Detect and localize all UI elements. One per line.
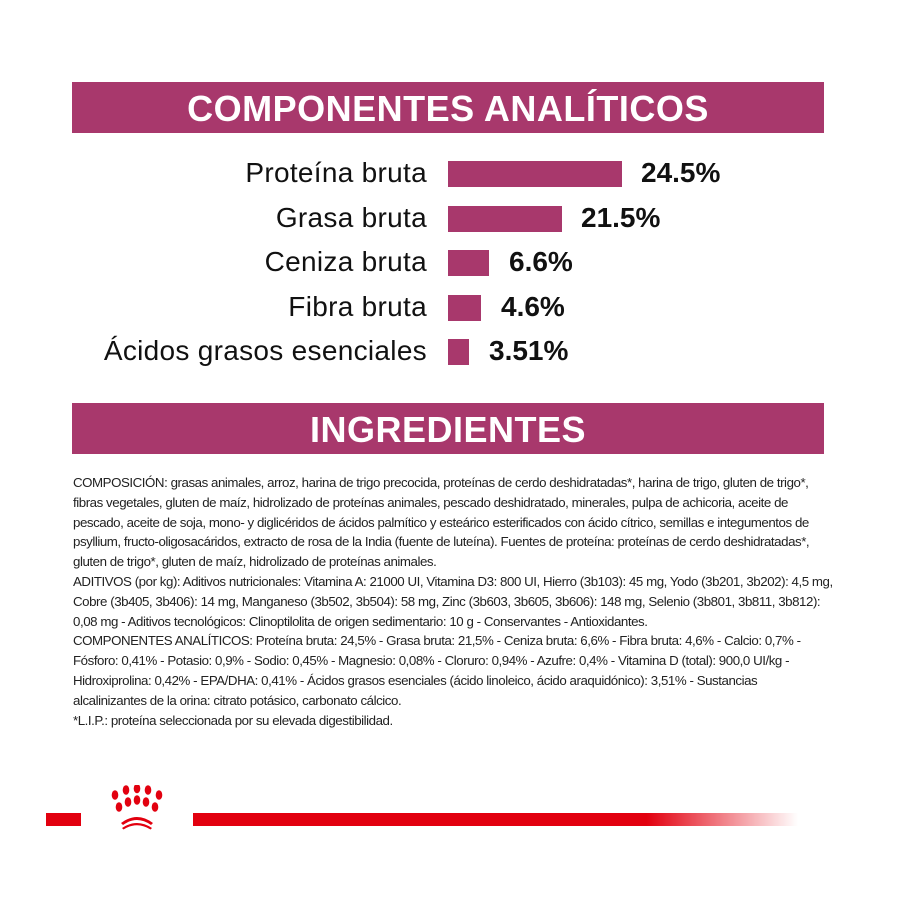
composition-text: COMPOSICIÓN: grasas animales, arroz, har… [73,475,810,570]
row-bar [448,339,469,365]
row-value: 21.5% [581,201,661,233]
row-value: 6.6% [509,246,573,277]
row-value: 3.51% [489,335,569,366]
analytics-row: Ceniza bruta 6.6% [0,242,900,287]
row-label: Proteína bruta [245,157,427,188]
analytics-row: Grasa bruta 21.5% [0,198,900,243]
row-bar [448,294,481,321]
footnote-text: *L.I.P.: proteína seleccionada por su el… [73,712,393,728]
additives-text: ADITIVOS (por kg): Aditivos nutricionale… [73,573,833,629]
brand-footer [0,785,900,835]
ingredients-header: INGREDIENTES [72,403,824,454]
analytical-text: COMPONENTES ANALÍTICOS: Proteína bruta: … [73,633,801,708]
royal-canin-crown-icon [111,785,163,830]
analytics-row: Ácidos grasos esenciales 3.51% [0,331,900,376]
ingredients-text: COMPOSICIÓN: grasas animales, arroz, har… [73,473,833,730]
row-value: 4.6% [501,290,565,322]
row-label: Ácidos grasos esenciales [103,335,427,366]
analytics-chart: Proteína bruta 24.5% Grasa bruta 21.5% C… [0,153,900,376]
row-label: Grasa bruta [275,201,427,233]
row-bar [448,250,489,276]
analytics-header: COMPONENTES ANALÍTICOS [72,82,824,133]
analytics-row: Proteína bruta 24.5% [0,153,900,198]
row-bar [448,161,622,187]
analytics-row: Fibra bruta 4.6% [0,287,900,332]
row-value: 24.5% [641,157,721,188]
brand-stripe-right [193,813,798,826]
brand-stripe-left [46,813,81,826]
row-bar [448,205,562,232]
row-label: Ceniza bruta [264,246,427,277]
row-label: Fibra bruta [288,290,427,322]
